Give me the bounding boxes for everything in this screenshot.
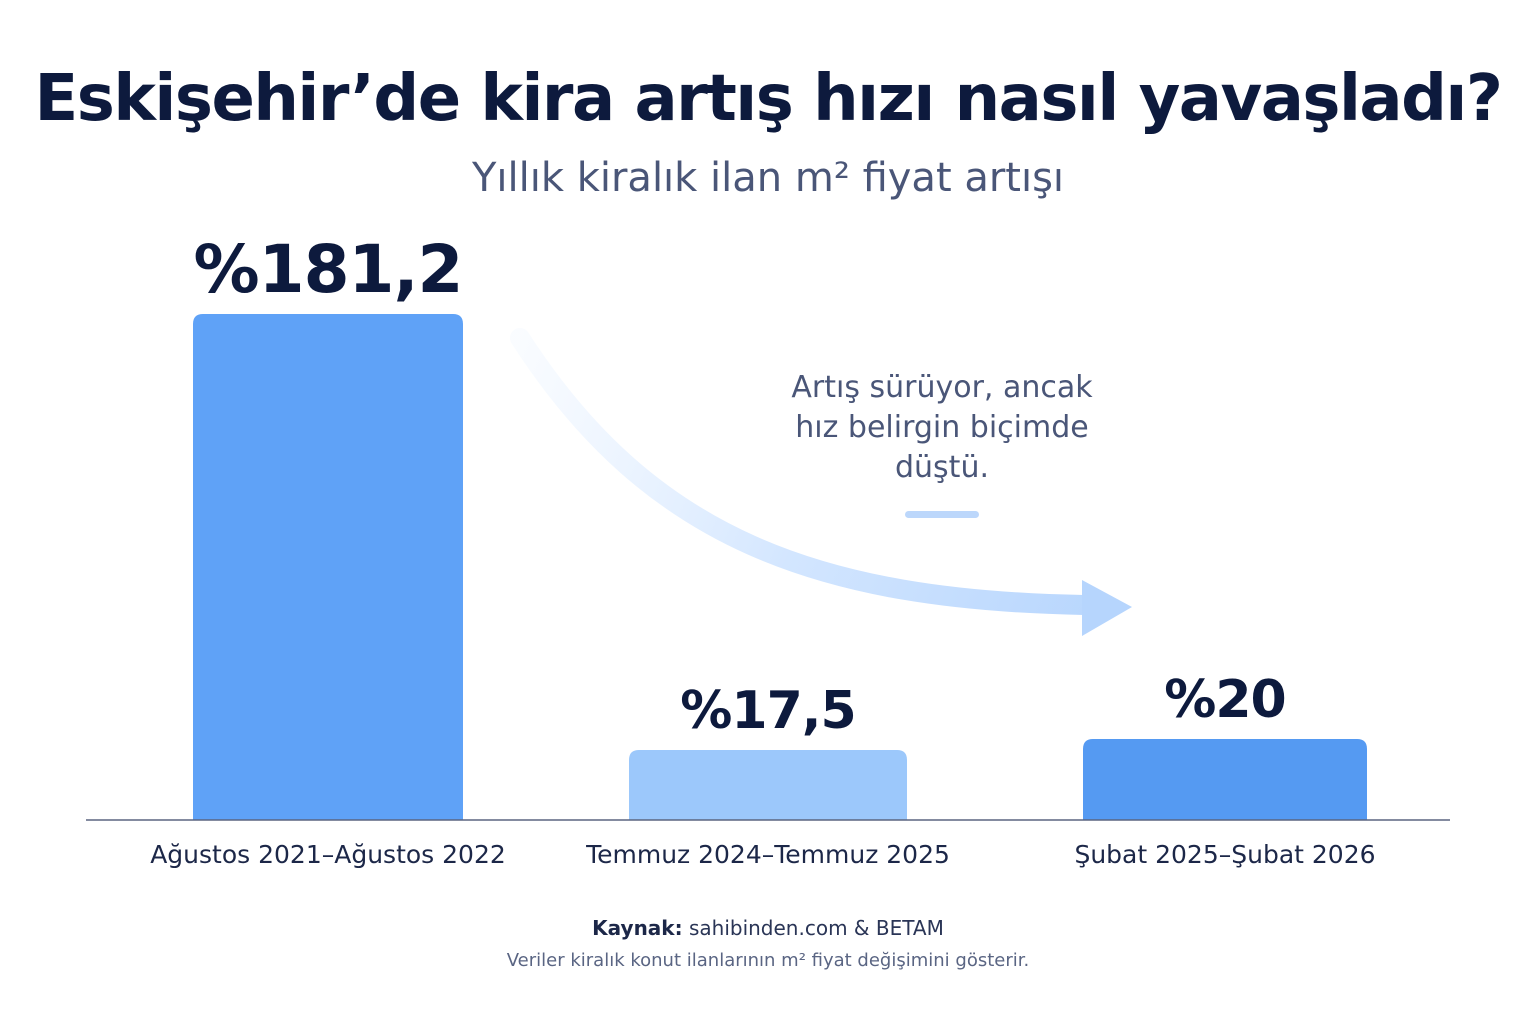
annotation-dash xyxy=(905,511,979,518)
category-label-3: Şubat 2025–Şubat 2026 xyxy=(1074,840,1375,869)
data-note: Veriler kiralık konut ilanlarının m² fiy… xyxy=(506,950,1030,971)
source-line: Kaynak: sahibinden.com & BETAM xyxy=(0,916,1536,940)
bar-1 xyxy=(193,314,463,820)
chart-subtitle: Yıllık kiralık ilan m² fiyat artışı xyxy=(471,155,1065,201)
value-label-3: %20 xyxy=(1164,670,1285,730)
value-label-2: %17,5 xyxy=(680,681,855,741)
bar-2 xyxy=(629,750,907,820)
annotation-text: Artış sürüyor, ancak hız belirgin biçimd… xyxy=(791,370,1093,485)
source-label: Kaynak: xyxy=(592,916,683,940)
category-label-2: Temmuz 2024–Temmuz 2025 xyxy=(585,840,950,869)
category-label-1: Ağustos 2021–Ağustos 2022 xyxy=(150,840,506,869)
bar-3 xyxy=(1083,739,1367,820)
source-text: sahibinden.com & BETAM xyxy=(688,916,944,940)
value-label-1: %181,2 xyxy=(194,231,463,308)
chart-title: Eskişehir’de kira artış hızı nasıl yavaş… xyxy=(34,62,1503,136)
trend-arrow xyxy=(510,328,1132,636)
